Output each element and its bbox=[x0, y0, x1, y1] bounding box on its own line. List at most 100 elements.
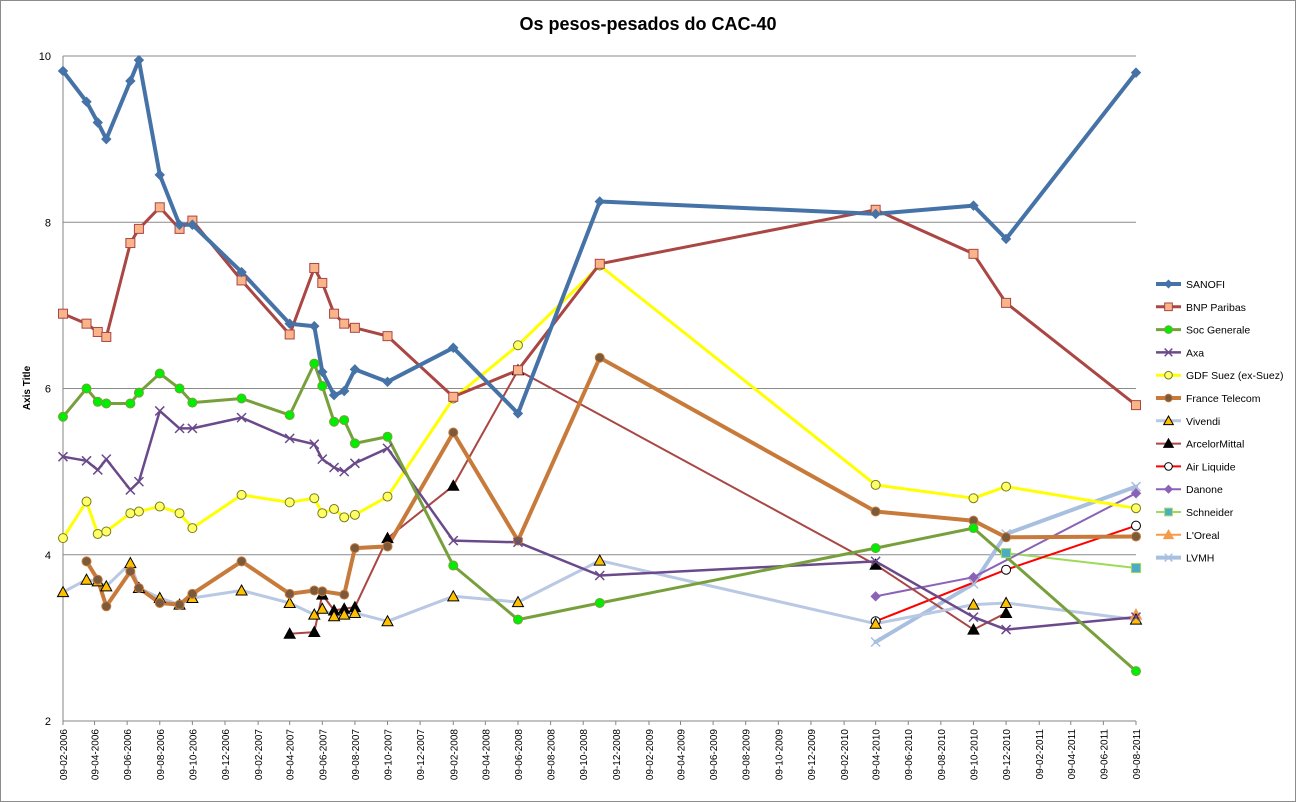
data-point bbox=[329, 416, 340, 427]
data-point bbox=[309, 358, 320, 369]
legend-item: L'Oreal bbox=[1156, 528, 1220, 542]
data-point bbox=[349, 364, 361, 375]
data-point bbox=[1131, 531, 1141, 542]
data-point bbox=[870, 506, 881, 517]
data-point bbox=[339, 318, 350, 329]
x-tick-label: 09-12-2007 bbox=[416, 729, 427, 781]
data-point bbox=[1164, 370, 1173, 380]
data-point bbox=[1162, 528, 1175, 540]
x-tick-label: 09-02-2010 bbox=[840, 729, 851, 781]
data-point bbox=[1131, 400, 1141, 411]
data-point bbox=[327, 609, 341, 622]
series-line bbox=[61, 58, 1138, 416]
data-point bbox=[1164, 393, 1173, 403]
data-point bbox=[1162, 414, 1175, 426]
legend-item: Axa bbox=[1156, 347, 1204, 359]
data-point bbox=[307, 625, 321, 638]
data-point bbox=[309, 262, 320, 273]
legend-item: Danone bbox=[1156, 484, 1223, 496]
data-point bbox=[339, 415, 350, 426]
data-point bbox=[283, 627, 297, 639]
data-point bbox=[309, 439, 320, 450]
legend-label: GDF Suez (ex-Suez) bbox=[1186, 370, 1283, 382]
data-point bbox=[81, 496, 92, 507]
data-point bbox=[154, 597, 165, 608]
data-point bbox=[349, 438, 360, 449]
series-line bbox=[61, 205, 1138, 407]
data-point bbox=[329, 308, 340, 319]
data-point bbox=[317, 277, 328, 288]
data-point bbox=[1164, 553, 1173, 562]
legend-label: Danone bbox=[1186, 484, 1223, 496]
data-point bbox=[968, 200, 979, 211]
data-point bbox=[154, 501, 165, 512]
data-point bbox=[101, 133, 112, 145]
data-point bbox=[594, 258, 605, 269]
gridlines bbox=[62, 55, 1136, 722]
series-markers bbox=[56, 54, 1143, 677]
data-point bbox=[317, 454, 328, 465]
data-point bbox=[1164, 302, 1173, 312]
series-line bbox=[874, 492, 1137, 598]
legend-label: Soc Generale bbox=[1186, 325, 1250, 337]
x-tick-label: 09-12-2006 bbox=[221, 729, 232, 781]
x-tick-label: 09-04-2008 bbox=[481, 729, 492, 781]
data-point bbox=[236, 266, 247, 278]
data-point bbox=[124, 556, 137, 569]
data-point bbox=[870, 637, 881, 648]
data-point bbox=[133, 223, 144, 234]
data-point bbox=[337, 608, 351, 620]
legend-label: Axa bbox=[1186, 347, 1204, 359]
data-point bbox=[56, 585, 70, 598]
data-point bbox=[101, 398, 112, 409]
data-point bbox=[235, 583, 248, 596]
data-point bbox=[870, 543, 881, 554]
x-tick-label: 09-02-2011 bbox=[1035, 729, 1046, 780]
data-point bbox=[154, 405, 165, 416]
data-point bbox=[174, 599, 185, 610]
x-tick-label: 09-04-2010 bbox=[872, 729, 883, 781]
data-point bbox=[1130, 67, 1142, 78]
data-point bbox=[1001, 624, 1012, 635]
data-point bbox=[236, 412, 247, 423]
data-point bbox=[81, 318, 92, 329]
legend-item: Soc Generale bbox=[1156, 325, 1250, 337]
data-point bbox=[594, 352, 605, 363]
data-point bbox=[174, 219, 185, 230]
x-tick-label: 09-08-2010 bbox=[937, 729, 948, 781]
data-point bbox=[1001, 532, 1012, 543]
data-point bbox=[968, 493, 979, 504]
data-point bbox=[187, 219, 198, 230]
y-tick-label: 10 bbox=[39, 51, 51, 63]
data-point bbox=[448, 342, 459, 353]
data-point bbox=[870, 208, 881, 220]
data-point bbox=[174, 383, 185, 394]
x-tick-label: 09-02-2007 bbox=[254, 729, 265, 781]
data-point bbox=[317, 366, 328, 378]
legend-item: GDF Suez (ex-Suez) bbox=[1156, 370, 1283, 382]
data-point bbox=[448, 427, 459, 438]
data-point bbox=[101, 526, 112, 537]
data-point bbox=[1131, 520, 1141, 531]
data-point bbox=[284, 329, 295, 340]
data-point bbox=[309, 320, 320, 332]
x-tick-label: 09-12-2009 bbox=[807, 729, 818, 781]
data-point bbox=[512, 408, 524, 419]
data-point bbox=[382, 491, 393, 502]
data-point bbox=[58, 533, 68, 544]
data-point bbox=[101, 454, 112, 465]
data-point bbox=[81, 383, 92, 394]
data-point bbox=[92, 528, 103, 539]
data-point bbox=[1131, 666, 1141, 677]
data-point bbox=[1001, 481, 1012, 492]
data-point bbox=[1164, 348, 1173, 357]
data-point bbox=[329, 462, 340, 473]
data-point bbox=[870, 556, 881, 567]
data-point bbox=[317, 586, 328, 597]
data-point bbox=[1130, 481, 1142, 492]
x-tick-label: 09-06-2011 bbox=[1099, 729, 1110, 780]
series-line bbox=[61, 559, 1138, 626]
series-line bbox=[1005, 552, 1137, 569]
x-tick-label: 09-10-2010 bbox=[969, 729, 980, 781]
legend-item: ArcelorMittal bbox=[1156, 437, 1244, 451]
